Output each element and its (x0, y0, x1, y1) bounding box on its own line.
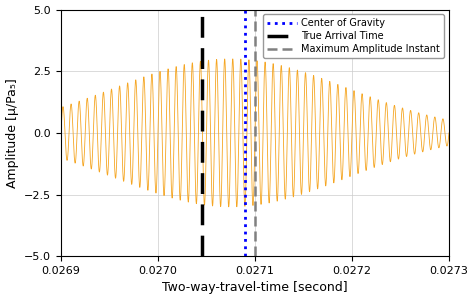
Center of Gravity (242, 131, 248, 135)
True Arrival Time (199, 106, 204, 110)
Center of Gravity (242, 106, 248, 110)
Maximum Amplitude Instant (252, 131, 258, 135)
Maximum Amplitude Instant (252, 106, 258, 110)
Y-axis label: Amplitude [μ/Pa₅]: Amplitude [μ/Pa₅] (6, 78, 18, 188)
True Arrival Time (199, 131, 204, 135)
X-axis label: Two-way-travel-time [second]: Two-way-travel-time [second] (162, 281, 348, 294)
Legend: Center of Gravity, True Arrival Time, Maximum Amplitude Instant: Center of Gravity, True Arrival Time, Ma… (264, 14, 444, 58)
